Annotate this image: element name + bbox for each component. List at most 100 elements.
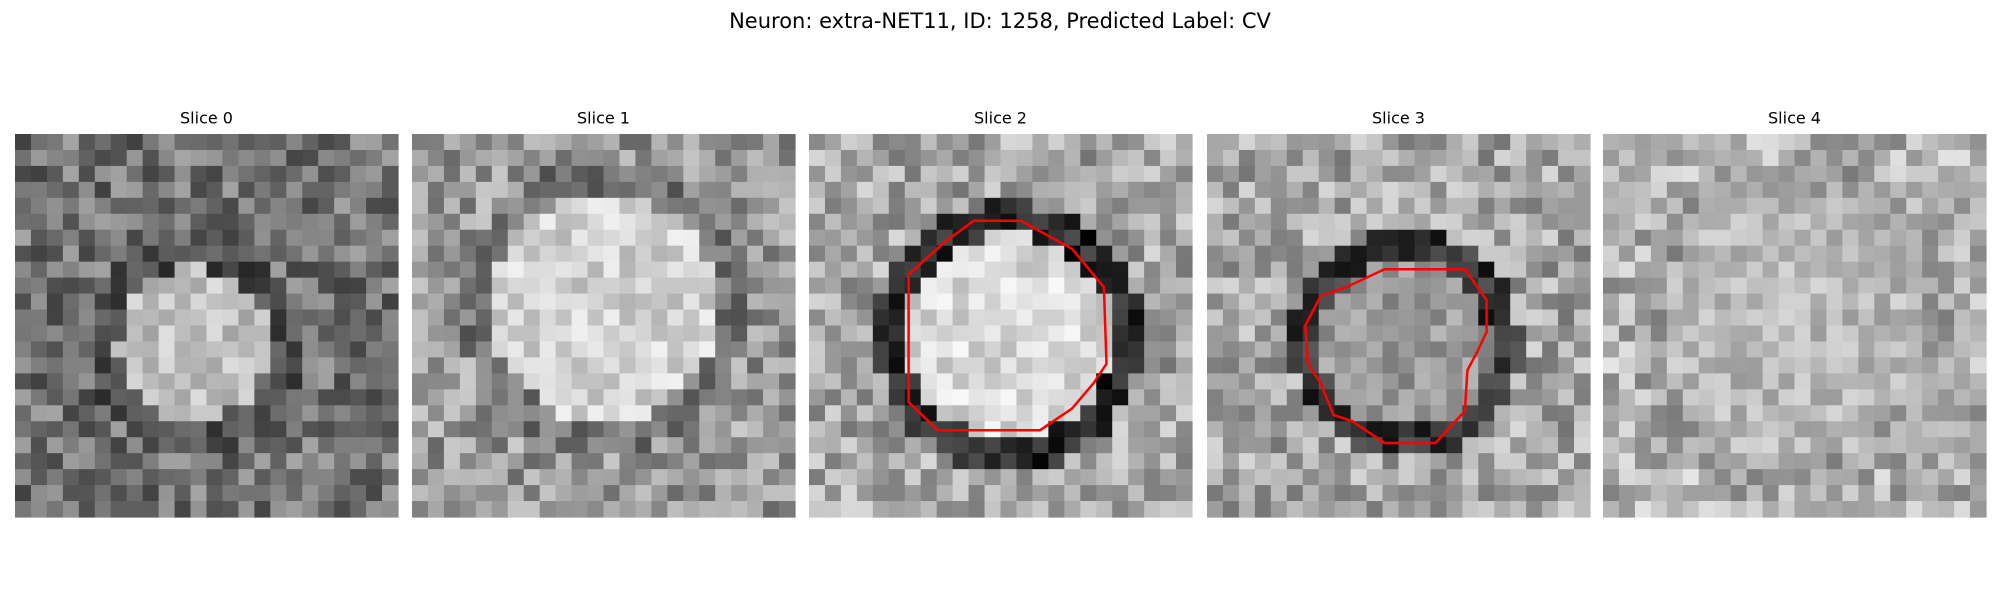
pixel	[1160, 134, 1177, 151]
pixel	[1826, 485, 1843, 502]
pixel	[747, 485, 764, 502]
pixel	[30, 373, 48, 390]
pixel	[1064, 181, 1081, 199]
pixel	[1160, 309, 1177, 327]
pixel	[1176, 421, 1193, 438]
pixel	[1128, 181, 1145, 199]
pixel	[856, 405, 874, 422]
pixel	[254, 341, 271, 359]
pixel	[94, 421, 112, 438]
pixel	[427, 389, 445, 406]
pixel	[507, 341, 525, 359]
pixel	[1478, 341, 1495, 359]
pixel	[952, 245, 970, 263]
pixel	[667, 149, 684, 167]
pixel	[206, 181, 224, 199]
pixel	[587, 197, 605, 215]
pixel	[1064, 469, 1081, 486]
pixel	[936, 357, 954, 374]
pixel	[1746, 373, 1764, 390]
pixel	[824, 277, 842, 295]
pixel	[1494, 437, 1511, 454]
pixel	[1080, 293, 1097, 311]
pixel	[1730, 325, 1748, 343]
pixel	[507, 181, 525, 199]
pixel	[1842, 485, 1859, 502]
pixel	[1000, 501, 1018, 518]
pixel	[1080, 213, 1097, 231]
pixel	[1446, 213, 1463, 231]
pixel	[94, 181, 112, 199]
pixel	[731, 229, 748, 247]
pixel	[1618, 325, 1636, 343]
pixel	[1906, 181, 1923, 199]
pixel	[1000, 134, 1018, 151]
pixel	[936, 134, 954, 151]
pixel	[1207, 165, 1224, 183]
pixel	[1778, 134, 1796, 151]
pixel	[651, 245, 668, 263]
pixel	[30, 357, 48, 374]
pixel	[1286, 293, 1304, 311]
pixel	[683, 229, 700, 247]
pixel	[651, 389, 668, 406]
pixel	[936, 181, 954, 199]
pixel	[763, 501, 780, 518]
slice-panel: Slice 2	[809, 109, 1193, 518]
pixel	[587, 405, 605, 422]
pixel	[254, 405, 271, 422]
pixel	[1302, 229, 1320, 247]
pixel	[110, 325, 128, 343]
pixel	[1478, 149, 1495, 167]
pixel	[1064, 485, 1081, 502]
pixel	[222, 437, 240, 454]
pixel	[1730, 389, 1748, 406]
pixel	[1938, 485, 1955, 502]
pixel	[1810, 357, 1828, 374]
pixel	[1762, 389, 1780, 406]
pixel	[1398, 293, 1416, 311]
pixel	[1510, 405, 1527, 422]
pixel	[286, 293, 303, 311]
pixel	[888, 373, 906, 390]
pixel	[555, 229, 573, 247]
pixel	[30, 405, 48, 422]
pixel	[350, 229, 367, 247]
pixel	[334, 134, 351, 151]
pixel	[1222, 245, 1240, 263]
pixel	[302, 485, 319, 502]
pixel	[1682, 245, 1700, 263]
pixel	[78, 229, 96, 247]
pixel	[731, 134, 748, 151]
pixel	[904, 309, 922, 327]
pixel	[1542, 165, 1559, 183]
pixel	[984, 134, 1002, 151]
pixel	[1794, 453, 1812, 470]
pixel	[1048, 469, 1065, 486]
pixel	[1666, 501, 1684, 518]
pixel	[619, 261, 637, 279]
pixel	[1682, 501, 1700, 518]
pixel	[46, 197, 64, 215]
pixel	[190, 277, 208, 295]
pixel	[1000, 357, 1018, 374]
pixel	[1414, 197, 1432, 215]
pixel	[1574, 485, 1591, 502]
pixel	[286, 277, 303, 295]
pixel	[94, 453, 112, 470]
pixel	[1526, 453, 1543, 470]
pixel	[126, 421, 144, 438]
pixel	[1954, 325, 1971, 343]
pixel	[1574, 309, 1591, 327]
pixel	[840, 421, 858, 438]
pixel	[366, 453, 383, 470]
pixel	[1160, 197, 1177, 215]
pixel	[840, 213, 858, 231]
pixel	[78, 245, 96, 263]
pixel	[1318, 229, 1336, 247]
pixel	[1730, 181, 1748, 199]
pixel	[667, 469, 684, 486]
pixel	[350, 485, 367, 502]
pixel	[1096, 229, 1113, 247]
pixel	[1858, 501, 1875, 518]
